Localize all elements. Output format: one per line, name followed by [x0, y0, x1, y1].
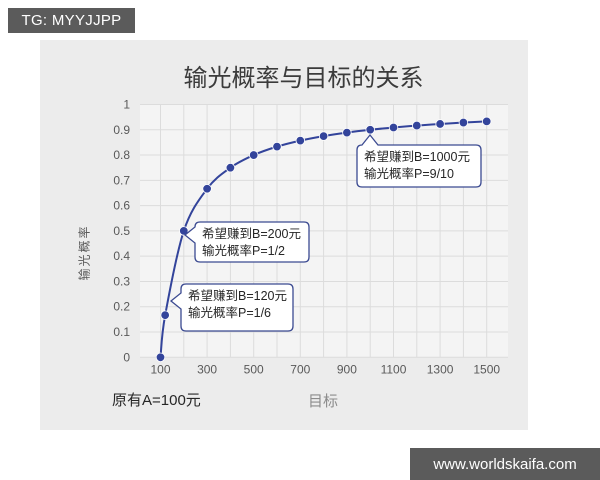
svg-text:100: 100 — [150, 362, 170, 376]
svg-text:0.2: 0.2 — [113, 300, 130, 314]
svg-text:0.7: 0.7 — [113, 173, 130, 187]
svg-text:0: 0 — [123, 350, 130, 364]
svg-text:0.6: 0.6 — [113, 199, 130, 213]
svg-text:0.4: 0.4 — [113, 249, 130, 263]
svg-text:0.3: 0.3 — [113, 275, 130, 289]
svg-text:0.8: 0.8 — [113, 148, 130, 162]
svg-text:1500: 1500 — [473, 362, 500, 376]
svg-text:500: 500 — [244, 362, 264, 376]
svg-text:700: 700 — [290, 362, 310, 376]
svg-text:0.9: 0.9 — [113, 123, 130, 137]
svg-text:1: 1 — [123, 98, 130, 112]
svg-text:300: 300 — [197, 362, 217, 376]
svg-text:900: 900 — [337, 362, 357, 376]
svg-text:0.5: 0.5 — [113, 224, 130, 238]
svg-text:1100: 1100 — [381, 362, 407, 376]
svg-text:1300: 1300 — [427, 362, 454, 376]
svg-text:0.1: 0.1 — [113, 325, 130, 339]
